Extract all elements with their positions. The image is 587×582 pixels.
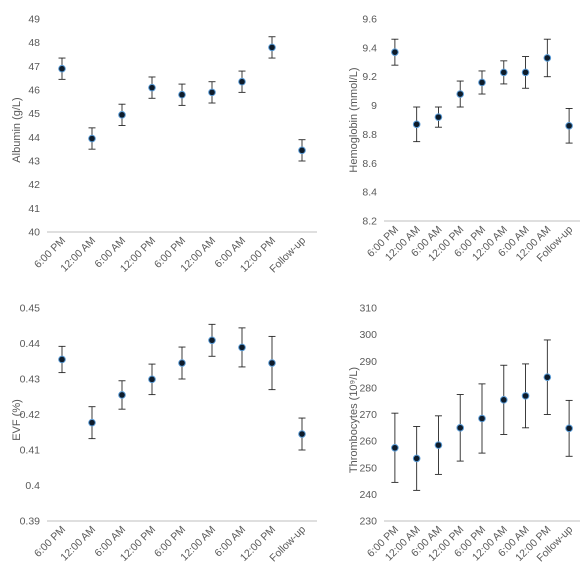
data-point xyxy=(298,146,306,155)
data-point xyxy=(434,113,443,121)
y-tick-label: 250 xyxy=(359,462,377,474)
data-point xyxy=(456,90,465,98)
y-tick-label: 44 xyxy=(28,132,40,144)
y-tick-label: 260 xyxy=(359,436,377,448)
data-point xyxy=(238,77,246,86)
data-point xyxy=(88,134,96,143)
data-point xyxy=(499,396,508,404)
y-axis-label: Albumin (g/L) xyxy=(11,97,23,162)
y-tick-label: 8.8 xyxy=(362,129,377,141)
y-tick-label: 270 xyxy=(359,409,377,421)
y-tick-label: 300 xyxy=(359,329,377,341)
y-tick-label: 49 xyxy=(28,14,40,26)
y-tick-label: 43 xyxy=(28,156,40,168)
y-tick-label: 45 xyxy=(28,108,40,120)
data-point xyxy=(391,48,399,56)
data-point xyxy=(118,391,126,399)
data-point xyxy=(208,88,216,97)
y-tick-label: 290 xyxy=(359,356,377,368)
y-tick-label: 9.6 xyxy=(362,14,377,26)
data-point xyxy=(412,120,421,129)
data-point xyxy=(268,359,276,367)
y-tick-label: 46 xyxy=(28,85,40,97)
data-point xyxy=(58,64,66,73)
data-point xyxy=(391,443,399,452)
y-tick-label: 42 xyxy=(28,179,40,191)
y-tick-label: 0.39 xyxy=(20,516,41,528)
y-tick-label: 0.45 xyxy=(20,303,41,315)
y-tick-label: 0.4 xyxy=(25,480,40,492)
y-tick-label: 0.43 xyxy=(20,374,41,386)
data-point xyxy=(478,78,486,87)
y-tick-label: 8.6 xyxy=(362,158,377,170)
data-point xyxy=(499,68,508,77)
chart-evf: EVF (%) 0.390.40.410.420.430.440.456:00 … xyxy=(11,303,317,564)
y-axis-label: Hemoglobin (mmol/L) xyxy=(348,67,360,172)
data-point xyxy=(148,83,156,92)
y-tick-label: 9 xyxy=(371,100,377,112)
y-tick-label: 41 xyxy=(28,203,40,215)
chart-thrombocytes: Thrombocytes (10⁹/L) 230 240 250 260 270 280 2… xyxy=(348,303,580,564)
y-tick-label: 8.4 xyxy=(362,187,377,199)
data-point xyxy=(565,121,573,130)
y-tick-label: 310 xyxy=(359,303,377,315)
data-point xyxy=(456,424,465,432)
data-point xyxy=(118,111,126,119)
data-point xyxy=(543,373,552,382)
data-point xyxy=(178,90,186,99)
y-tick-label: 230 xyxy=(359,516,377,528)
data-point xyxy=(478,414,486,423)
y-tick-label: 240 xyxy=(359,489,377,501)
data-point xyxy=(412,454,421,463)
data-point xyxy=(543,54,552,62)
y-tick-label: 280 xyxy=(359,382,377,394)
data-point xyxy=(178,359,186,367)
y-axis-label: EVF (%) xyxy=(11,399,23,441)
y-tick-label: 47 xyxy=(28,61,40,73)
data-point xyxy=(238,343,246,352)
y-tick-label: 8.2 xyxy=(362,216,377,228)
y-tick-label: 0.42 xyxy=(20,409,41,421)
y-tick-label: 40 xyxy=(28,227,40,239)
data-point xyxy=(521,392,530,400)
data-point xyxy=(268,43,276,52)
data-point xyxy=(298,430,306,438)
y-axis-label: Thrombocytes (10⁹/L) xyxy=(348,367,360,473)
y-tick-label: 9.2 xyxy=(362,71,377,83)
y-tick-label: 0.44 xyxy=(20,338,41,350)
chart-hemoglobin: Hemoglobin (mmol/L) 8.2 8.4 8.6 8.8 9 9.2 9.4 9… xyxy=(348,14,580,264)
data-point xyxy=(521,68,530,77)
data-point xyxy=(565,424,573,433)
y-tick-label: 0.41 xyxy=(20,445,41,457)
y-tick-label: 48 xyxy=(28,37,40,49)
data-point xyxy=(88,418,96,427)
data-point xyxy=(208,336,216,345)
data-point xyxy=(148,375,156,384)
data-point xyxy=(434,441,443,449)
data-point xyxy=(58,355,66,364)
y-tick-label: 9.4 xyxy=(362,42,377,54)
